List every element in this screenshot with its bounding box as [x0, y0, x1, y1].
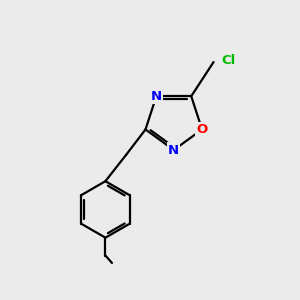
Text: N: N: [151, 90, 162, 103]
Text: N: N: [168, 143, 179, 157]
Text: O: O: [196, 123, 208, 136]
Text: Cl: Cl: [221, 54, 235, 67]
